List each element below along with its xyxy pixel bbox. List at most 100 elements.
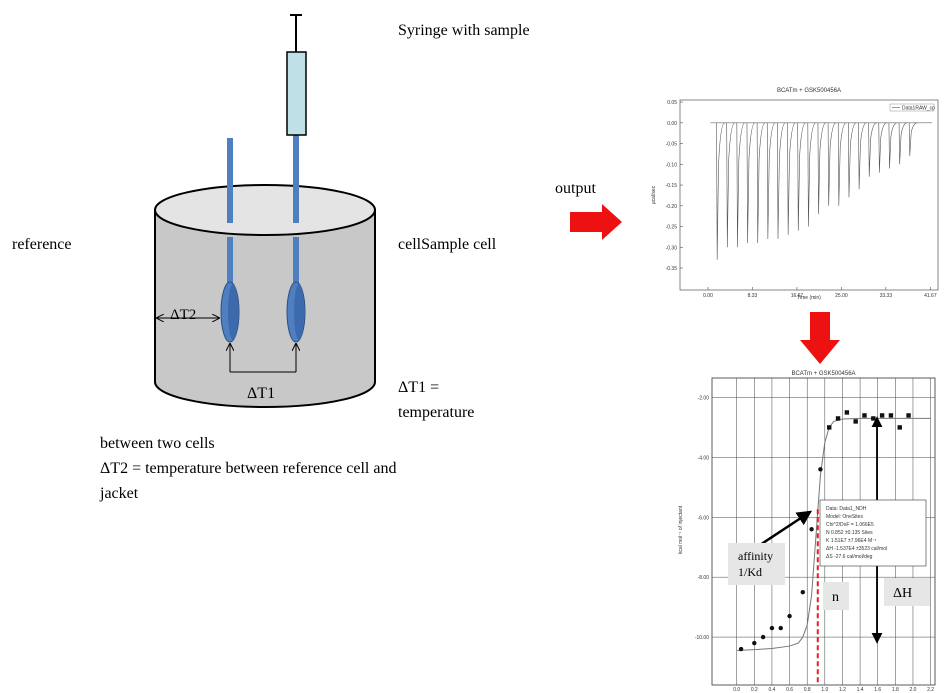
injection-peak [837, 122, 847, 206]
data-point [871, 416, 876, 421]
n-label: n [832, 590, 839, 605]
data-point [835, 416, 841, 421]
x-tick-label: 1.4 [857, 687, 864, 693]
raw-title: BCATm + GSK500456A [777, 88, 841, 94]
x-tick-label: 2.0 [909, 687, 916, 693]
result-line: K 1.51E7 ±7.96E4 M⁻¹ [826, 538, 877, 544]
dt1-equation: ΔT1 = [398, 379, 439, 396]
x-tick-label: 25.00 [835, 293, 848, 299]
data-point [769, 625, 775, 631]
data-point [752, 640, 757, 646]
fit-title: BCATm + GSK500456A [791, 371, 855, 377]
raw-xlabel: Time (min) [797, 295, 821, 301]
result-line: Chi^2/DoF = 1.066E5 [826, 522, 874, 528]
x-tick-label: 0.8 [804, 687, 811, 693]
jacket-label: jacket [99, 485, 139, 502]
data-point [853, 419, 858, 424]
injection-peak [716, 122, 725, 260]
injection-peak [746, 122, 756, 244]
y-tick-label: 0.05 [667, 100, 677, 106]
injection-peak [726, 122, 735, 248]
between-label: between two cells [100, 435, 215, 452]
y-tick-label: -0.15 [666, 183, 678, 189]
injection-peak [888, 122, 897, 169]
x-tick-label: 0.2 [751, 687, 758, 693]
data-point [800, 589, 805, 595]
results-box [819, 499, 927, 567]
data-point [818, 467, 823, 472]
result-line: Model: OneSites [826, 514, 863, 520]
x-tick-label: 1.0 [821, 687, 828, 693]
data-point [778, 625, 783, 631]
dt2-equation: ΔT2 = temperature between reference cell… [100, 460, 396, 477]
y-tick-label: 0.00 [667, 121, 677, 127]
injection-peak [807, 122, 816, 227]
injection-peak [736, 122, 745, 248]
y-tick-label: -0.20 [666, 204, 678, 210]
y-tick-label: -2.00 [698, 395, 710, 401]
result-line: Data: Data1_NDH [826, 506, 867, 512]
x-tick-label: 0.6 [786, 687, 793, 693]
x-tick-label: 1.8 [892, 687, 899, 693]
syringe-label: Syringe with sample [398, 22, 530, 39]
x-tick-label: 0.00 [703, 293, 713, 299]
injection-peak [868, 122, 877, 177]
x-tick-label: 0.4 [768, 687, 775, 693]
affinity-label: 1/Kd [738, 565, 762, 579]
injection-peak [908, 122, 918, 157]
y-tick-label: -0.30 [666, 245, 678, 251]
y-tick-label: -0.25 [666, 225, 678, 231]
y-tick-label: -8.00 [698, 575, 710, 581]
injection-peak [858, 122, 867, 190]
data-point [738, 646, 744, 652]
x-tick-label: 16.67 [791, 293, 804, 299]
injection-peak [797, 122, 806, 231]
injection-peak [777, 122, 786, 239]
data-point [809, 527, 814, 532]
injection-peak [848, 122, 857, 198]
data-point [844, 410, 850, 415]
data-point [862, 413, 867, 418]
data-point [879, 413, 885, 418]
legend-box [889, 103, 935, 112]
y-tick-label: -0.10 [666, 162, 678, 168]
x-tick-label: 1.2 [839, 687, 846, 693]
dh-box [884, 578, 930, 606]
injection-peak [827, 122, 837, 206]
x-tick-label: 8.33 [748, 293, 758, 299]
x-tick-label: 1.6 [874, 687, 881, 693]
n-box [823, 582, 849, 610]
affinity-label: affinity [738, 549, 773, 563]
sample-cell-label: cellSample cell [398, 236, 497, 253]
data-point [897, 425, 902, 430]
y-tick-label: -0.35 [666, 266, 678, 272]
y-tick-label: -6.00 [698, 515, 710, 521]
injection-peak [766, 122, 776, 239]
y-tick-label: -4.00 [698, 455, 710, 461]
affinity-arrow [759, 510, 813, 547]
output-arrow [570, 204, 622, 240]
reference-label: reference [12, 236, 72, 253]
data-point [760, 634, 766, 640]
x-tick-label: 0.0 [733, 687, 740, 693]
x-tick-label: 33.33 [880, 293, 893, 299]
result-line: ΔH -1.537E4 ±3523 cal/mol [826, 546, 887, 552]
x-tick-label: 41.67 [924, 293, 937, 299]
dh-label: ΔH [893, 586, 912, 601]
raw-ylabel: µcal/sec [651, 185, 657, 204]
dt2-label: ΔT2 [170, 307, 196, 323]
data-point [906, 413, 911, 418]
data-point [888, 413, 894, 418]
fit-ylabel: kcal mol⁻¹ of injectant [678, 505, 684, 554]
y-tick-label: -10.00 [695, 635, 709, 641]
result-line: ΔS -27.6 cal/mol/deg [826, 554, 873, 560]
calorimeter [154, 14, 376, 408]
injection-peak [787, 122, 796, 235]
injection-peak [756, 122, 766, 244]
injection-peak [878, 122, 887, 173]
injection-peak [817, 122, 827, 215]
data-point [827, 425, 832, 430]
x-tick-label: 2.2 [927, 687, 934, 693]
dt1-label: ΔT1 [247, 385, 275, 402]
